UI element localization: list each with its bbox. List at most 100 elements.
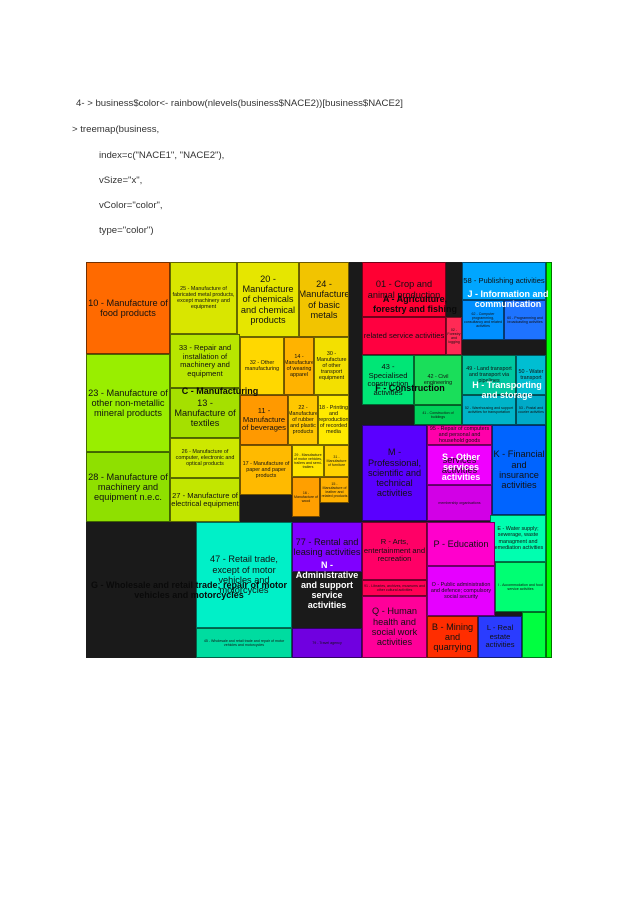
treemap-cell: 58 - Publishing activities — [462, 262, 546, 300]
treemap-cell-label: 11 - Manufacture of beverages — [242, 406, 286, 433]
treemap-cell-label: 10 - Manufacture of food products — [88, 297, 168, 318]
treemap-cell: 18 - Printing and reproduction of record… — [318, 395, 349, 445]
treemap-cell: 28 - Manufacture of machinery and equipm… — [86, 452, 170, 522]
treemap-cell-label: 17 - Manufacture of paper and paper prod… — [242, 460, 290, 480]
treemap-cell-label: M - Professional, scientific and technic… — [367, 447, 422, 499]
treemap-cell-label: 26 - Manufacture of computer, electronic… — [175, 448, 235, 468]
treemap-cell: 15 - Manufacture of leather and related … — [320, 477, 349, 503]
treemap-cell-label: 49 - Land transport and transport via pi… — [466, 365, 512, 385]
treemap-cell: 47 - Retail trade, except of motor vehic… — [196, 522, 292, 628]
treemap-cell: 52 - Warehousing and support activities … — [462, 395, 516, 425]
treemap-cell-label: 15 - Manufacture of leather and related … — [321, 481, 348, 499]
code-line-2: > treemap(business, — [72, 124, 160, 135]
treemap-cell-label: services activities — [441, 454, 478, 475]
treemap-cell-label: 01 - Crop and animal production — [367, 279, 441, 300]
treemap-cell-label: 02 - Forestry and logging — [447, 327, 461, 345]
treemap-cell: 25 - Manufacture of fabricated metal pro… — [170, 262, 237, 334]
code-line-5: vColor="color", — [99, 200, 163, 211]
treemap-cell-label: E - Water supply; sewerage, waste managm… — [492, 526, 544, 551]
treemap-cell: membership organisations — [427, 485, 492, 521]
treemap-cell: related service activities — [362, 317, 446, 355]
treemap-cell: 32 - Other manufacturing — [240, 337, 284, 395]
treemap-cell: 60 - Programming and broadcasting activi… — [504, 300, 546, 340]
treemap-cell: E - Water supply; sewerage, waste managm… — [490, 515, 546, 562]
treemap-cell: 23 - Manufacture of other non-metallic m… — [86, 354, 170, 452]
treemap-cell-label: 41 - Construction of buildings — [422, 410, 454, 419]
treemap-cell-label: K - Financial and insurance activities — [493, 449, 545, 491]
treemap-cell: 27 - Manufacture of electrical equipment — [170, 478, 240, 522]
treemap-cell-label: 18 - Printing and reproduction of record… — [318, 404, 349, 436]
treemap-cell: O - Public administration and defence; c… — [427, 566, 495, 616]
treemap-cell-label: 28 - Manufacture of machinery and equipm… — [88, 471, 168, 503]
treemap-cell-label: 91 - Libraries, archives, museums and ot… — [364, 583, 425, 592]
treemap-cell: 53 - Postal and courier activities — [516, 395, 546, 425]
treemap-cell — [522, 612, 546, 658]
treemap-cell-label: 43 - Specialised construction activities — [367, 362, 409, 397]
treemap-cell-label: 25 - Manufacture of fabricated metal pro… — [172, 285, 235, 311]
code-line-3: index=c("NACE1", "NACE2"), — [99, 150, 225, 161]
treemap-cell: R - Arts, entertainment and recreation — [362, 522, 427, 580]
treemap-cell-label: 58 - Publishing activities — [463, 275, 545, 285]
treemap-cell: 41 - Construction of buildings — [414, 405, 462, 425]
treemap-cell: 95 - Repair of computers and personal an… — [427, 425, 492, 445]
treemap-cell: 42 - Civil engineering — [414, 355, 462, 405]
treemap-cell-label: 27 - Manufacture of electrical equipment — [171, 490, 239, 508]
treemap-cell-label: 33 - Repair and installation of machiner… — [178, 343, 232, 378]
treemap-cell-label: related service activities — [363, 330, 445, 340]
treemap-figure: 10 - Manufacture of food products 25 - Ma… — [86, 262, 552, 658]
treemap-cell-label: 53 - Postal and courier activities — [518, 405, 544, 414]
treemap-cell-label: 60 - Programming and broadcasting activi… — [507, 315, 543, 324]
treemap-cell: 30 - Manufacture of other transport equi… — [314, 337, 349, 395]
treemap-cell: 33 - Repair and installation of machiner… — [170, 334, 240, 388]
treemap-cell-label: 31 - Manufacture of furniture — [326, 454, 347, 467]
treemap-cell: 29 - Manufacture of motor vehicles, trai… — [292, 445, 324, 477]
treemap-cell-label: 50 - Water transport — [518, 368, 544, 381]
treemap-cell-label: 42 - Civil engineering — [423, 373, 453, 386]
treemap-cell-label: 79 - Travel agency — [312, 640, 342, 645]
treemap-cell-label: L - Real estate activities — [485, 623, 515, 650]
treemap-cell-label: Q - Human health and social work activit… — [371, 606, 418, 648]
treemap-cell-label: 47 - Retail trade, except of motor vehic… — [210, 554, 278, 596]
treemap-cell: 22 - Manufacture of rubber and plastic p… — [288, 395, 318, 445]
treemap-cell: L - Real estate activities — [478, 616, 522, 658]
treemap-cell-label: R - Arts, entertainment and recreation — [363, 537, 426, 564]
treemap-cell: Q - Human health and social work activit… — [362, 596, 427, 658]
treemap-cell: 77 - Rental and leasing activities — [292, 522, 362, 572]
treemap-cell: P - Education — [427, 522, 495, 566]
treemap-cell: 20 - Manufacture of chemicals and chemic… — [237, 262, 299, 337]
treemap-cell-label: 29 - Manufacture of motor vehicles, trai… — [293, 452, 323, 470]
code-line-1: 4- > business$color<- rainbow(nlevels(bu… — [76, 98, 403, 109]
treemap-cell-label: 14 - Manufacture of wearing apparel — [284, 353, 314, 379]
treemap-cell: 14 - Manufacture of wearing apparel — [284, 337, 314, 395]
treemap-cell: 10 - Manufacture of food products — [86, 262, 170, 354]
treemap-cell: 43 - Specialised construction activities — [362, 355, 414, 405]
treemap-cell: services activities — [427, 445, 492, 485]
treemap-cell-label: 30 - Manufacture of other transport equi… — [316, 350, 347, 382]
treemap-cell-label: 62 - Computer programming, consultancy a… — [464, 311, 502, 329]
treemap-cell-label: 95 - Repair of computers and personal an… — [429, 425, 490, 445]
treemap-cell-label: 77 - Rental and leasing activities — [293, 536, 361, 557]
treemap-cell: 11 - Manufacture of beverages — [240, 395, 288, 445]
treemap-cell-label: 16 - Manufacture of wood — [294, 490, 318, 503]
treemap-cell: 50 - Water transport — [516, 355, 546, 395]
treemap-cell: 91 - Libraries, archives, museums and ot… — [362, 580, 427, 596]
treemap-cell: 49 - Land transport and transport via pi… — [462, 355, 516, 395]
treemap-cell — [546, 262, 552, 658]
treemap-cell: 16 - Manufacture of wood — [292, 477, 320, 517]
treemap-cell: 31 - Manufacture of furniture — [324, 445, 349, 477]
treemap-cell: 13 - Manufacture of textiles — [170, 388, 240, 438]
treemap-cell-label: 24 - Manufacture of basic metals — [299, 278, 349, 320]
treemap-cell-label: 20 - Manufacture of chemicals and chemic… — [240, 273, 296, 325]
treemap-cell: 26 - Manufacture of computer, electronic… — [170, 438, 240, 478]
treemap-cell: 17 - Manufacture of paper and paper prod… — [240, 445, 292, 495]
treemap-cell-label: B - Mining and quarrying — [431, 621, 474, 653]
treemap-cell: K - Financial and insurance activities — [492, 425, 546, 515]
treemap-cell: I - Accommodation and food service activ… — [495, 562, 546, 612]
treemap-cell-label: P - Education — [433, 538, 489, 549]
treemap-cell-label: 52 - Warehousing and support activities … — [464, 405, 514, 414]
treemap-cell: 24 - Manufacture of basic metals — [299, 262, 349, 337]
treemap-cell-label: 22 - Manufacture of rubber and plastic p… — [288, 404, 318, 436]
treemap-cell-label: membership organisations — [438, 500, 481, 505]
treemap-cell: B - Mining and quarrying — [427, 616, 478, 658]
treemap-cell-label: 32 - Other manufacturing — [244, 359, 280, 372]
